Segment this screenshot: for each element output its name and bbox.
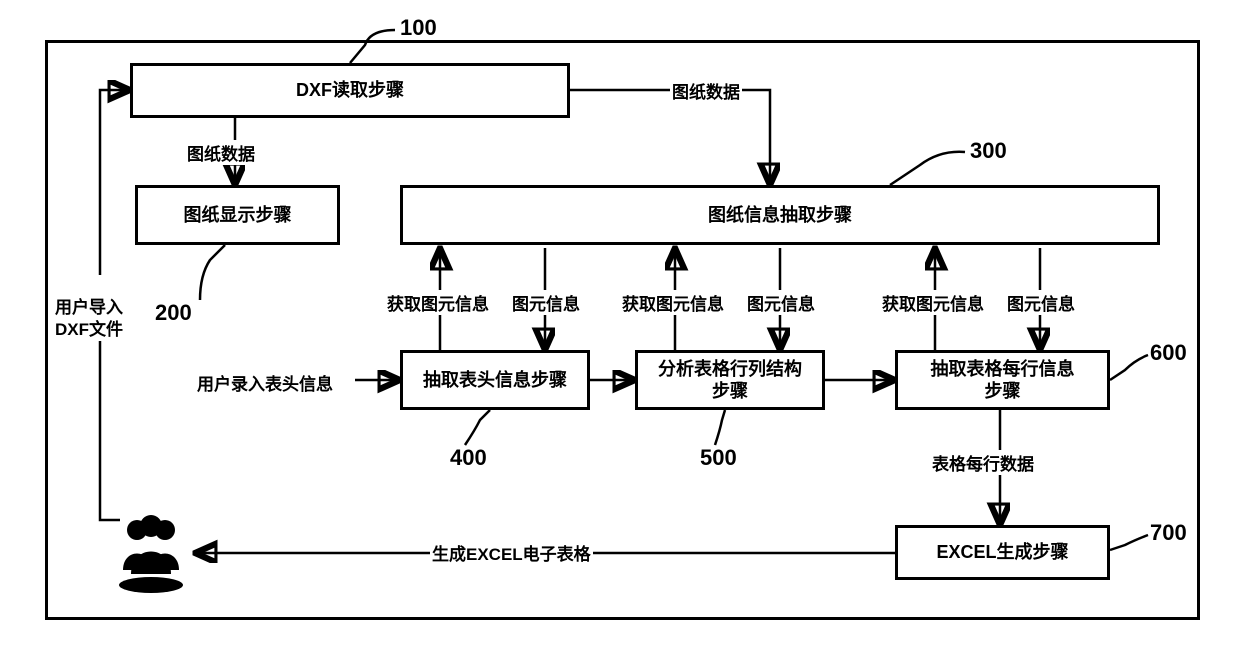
node-extract-header: 抽取表头信息步骤 [400, 350, 590, 410]
label-text: 图纸数据 [187, 145, 255, 164]
callout-text: 400 [450, 445, 487, 470]
callout-200: 200 [155, 300, 192, 326]
node-extract-rows: 抽取表格每行信息 步骤 [895, 350, 1110, 410]
node-analyze-structure: 分析表格行列结构 步骤 [635, 350, 825, 410]
label-ret-2: 图元信息 [745, 290, 817, 315]
node-label: 抽取表格每行信息 步骤 [931, 358, 1075, 403]
label-text: 用户录入表头信息 [197, 375, 333, 394]
label-text: 图元信息 [1007, 295, 1075, 314]
label-text: 生成EXCEL电子表格 [432, 545, 591, 564]
callout-text: 300 [970, 138, 1007, 163]
node-drawing-extract: 图纸信息抽取步骤 [400, 185, 1160, 245]
label-drawdata-right: 图纸数据 [670, 78, 742, 103]
node-label: 抽取表头信息步骤 [423, 369, 567, 392]
callout-300: 300 [970, 138, 1007, 164]
label-get-3: 获取图元信息 [880, 290, 986, 315]
node-dxf-read: DXF读取步骤 [130, 63, 570, 118]
node-label: DXF读取步骤 [296, 79, 404, 102]
label-ret-3: 图元信息 [1005, 290, 1077, 315]
callout-text: 700 [1150, 520, 1187, 545]
callout-text: 100 [400, 15, 437, 40]
label-text: 获取图元信息 [622, 295, 724, 314]
node-label: EXCEL生成步骤 [936, 541, 1068, 564]
label-text: 图纸数据 [672, 83, 740, 102]
node-drawing-display: 图纸显示步骤 [135, 185, 340, 245]
label-text: 表格每行数据 [932, 455, 1034, 474]
label-text: 获取图元信息 [387, 295, 489, 314]
node-label: 图纸信息抽取步骤 [708, 204, 852, 227]
label-import-dxf: 用户导入 DXF文件 [53, 275, 125, 341]
node-label: 分析表格行列结构 步骤 [658, 358, 802, 403]
label-row-data: 表格每行数据 [930, 450, 1036, 475]
node-excel-gen: EXCEL生成步骤 [895, 525, 1110, 580]
label-drawdata-left: 图纸数据 [185, 140, 257, 165]
callout-700: 700 [1150, 520, 1187, 546]
callout-100: 100 [400, 15, 437, 41]
label-text: 图元信息 [512, 295, 580, 314]
callout-400: 400 [450, 445, 487, 471]
label-text: 用户导入 DXF文件 [55, 298, 123, 339]
label-get-1: 获取图元信息 [385, 290, 491, 315]
label-user-header: 用户录入表头信息 [195, 370, 335, 395]
label-get-2: 获取图元信息 [620, 290, 726, 315]
label-gen-excel: 生成EXCEL电子表格 [430, 540, 593, 565]
label-text: 获取图元信息 [882, 295, 984, 314]
callout-text: 200 [155, 300, 192, 325]
users-icon [115, 510, 187, 595]
label-ret-1: 图元信息 [510, 290, 582, 315]
label-text: 图元信息 [747, 295, 815, 314]
callout-text: 600 [1150, 340, 1187, 365]
callout-600: 600 [1150, 340, 1187, 366]
node-label: 图纸显示步骤 [184, 204, 292, 227]
callout-text: 500 [700, 445, 737, 470]
callout-500: 500 [700, 445, 737, 471]
